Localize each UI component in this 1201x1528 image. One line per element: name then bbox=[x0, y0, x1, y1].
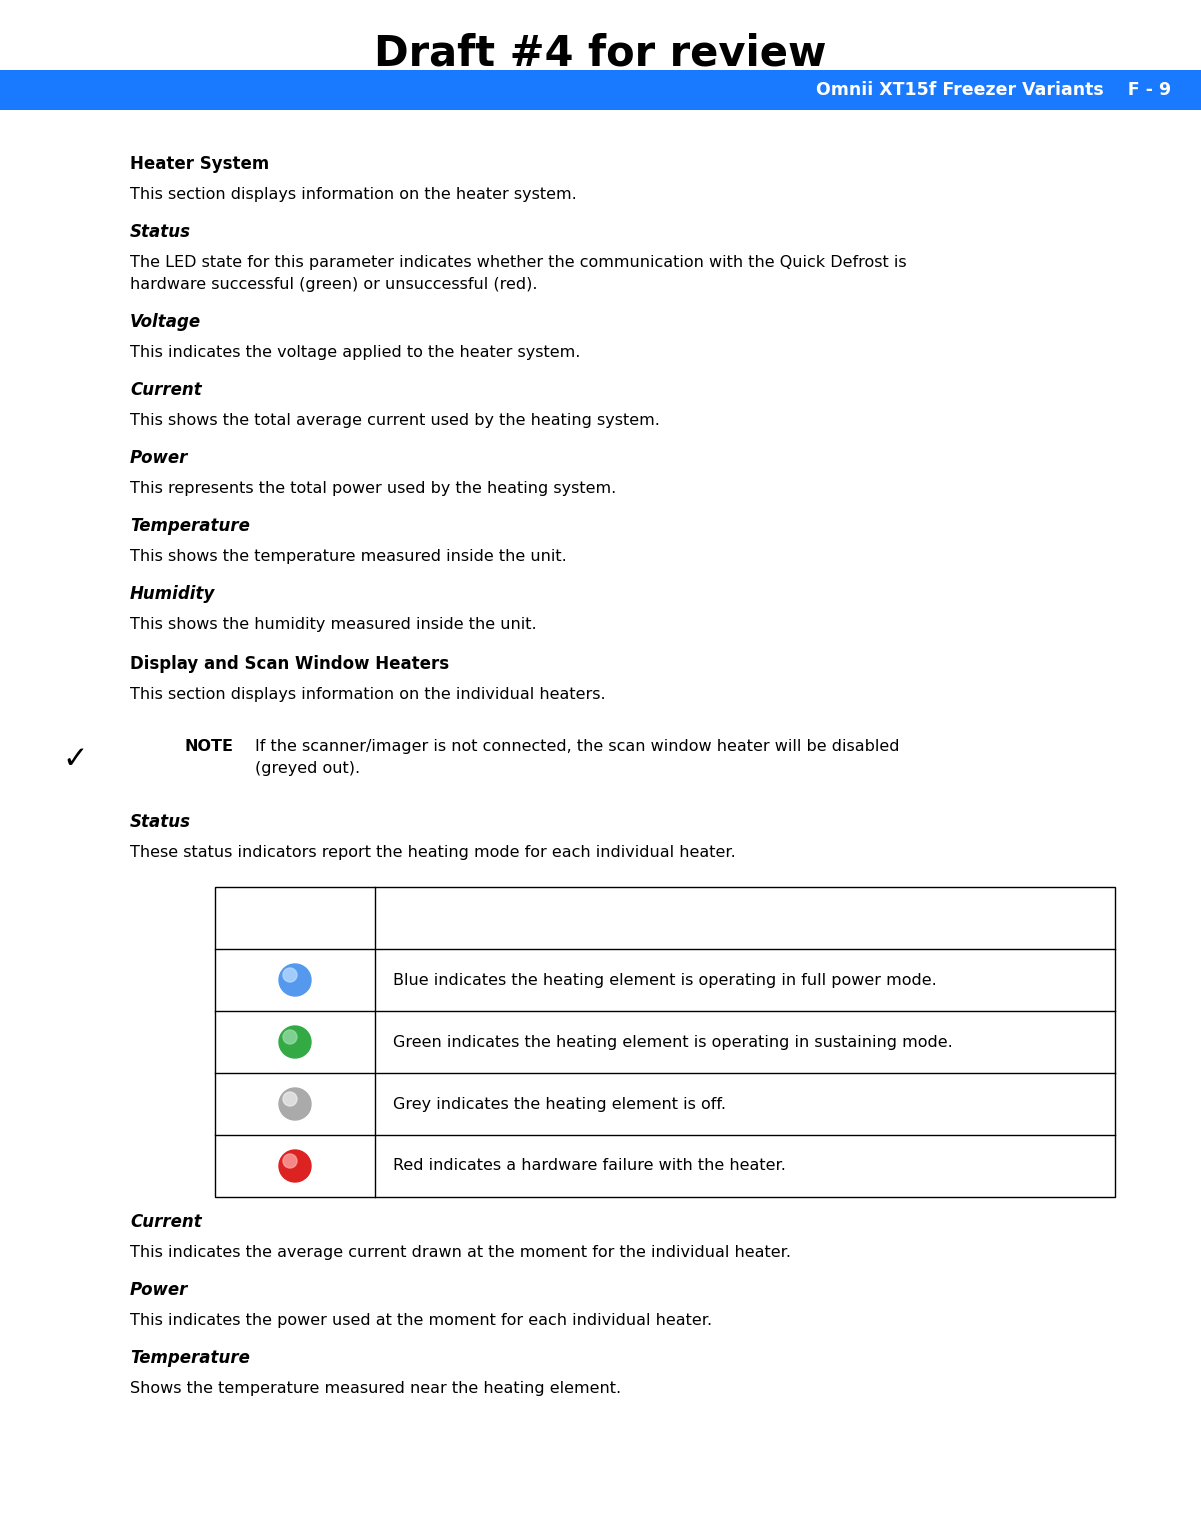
Text: This section displays information on the individual heaters.: This section displays information on the… bbox=[130, 688, 605, 701]
Text: This represents the total power used by the heating system.: This represents the total power used by … bbox=[130, 481, 616, 497]
Text: If the scanner/imager is not connected, the scan window heater will be disabled: If the scanner/imager is not connected, … bbox=[255, 740, 900, 753]
Text: Status: Status bbox=[130, 813, 191, 831]
Text: This indicates the voltage applied to the heater system.: This indicates the voltage applied to th… bbox=[130, 345, 580, 361]
Text: Power: Power bbox=[130, 449, 189, 468]
Circle shape bbox=[279, 964, 311, 996]
Bar bbox=[215, 886, 1115, 1196]
Text: The LED state for this parameter indicates whether the communication with the Qu: The LED state for this parameter indicat… bbox=[130, 255, 907, 270]
Text: This indicates the power used at the moment for each individual heater.: This indicates the power used at the mom… bbox=[130, 1313, 712, 1328]
Text: Grey indicates the heating element is off.: Grey indicates the heating element is of… bbox=[393, 1097, 725, 1111]
Text: Display and Scan Window Heaters: Display and Scan Window Heaters bbox=[130, 656, 449, 672]
Text: This shows the humidity measured inside the unit.: This shows the humidity measured inside … bbox=[130, 617, 537, 633]
Text: Shows the temperature measured near the heating element.: Shows the temperature measured near the … bbox=[130, 1381, 621, 1397]
Ellipse shape bbox=[283, 1036, 310, 1056]
Circle shape bbox=[279, 1151, 311, 1183]
Ellipse shape bbox=[283, 973, 310, 995]
Text: Draft #4 for review: Draft #4 for review bbox=[375, 32, 826, 73]
Text: Power: Power bbox=[130, 1280, 189, 1299]
Text: Heater System: Heater System bbox=[130, 154, 269, 173]
Text: These status indicators report the heating mode for each individual heater.: These status indicators report the heati… bbox=[130, 845, 736, 860]
Text: (greyed out).: (greyed out). bbox=[255, 761, 360, 776]
Circle shape bbox=[279, 1088, 311, 1120]
Circle shape bbox=[279, 1025, 311, 1057]
Text: Temperature: Temperature bbox=[130, 1349, 250, 1368]
Bar bbox=[0, 70, 1201, 110]
Text: Current: Current bbox=[130, 1213, 202, 1232]
Text: NOTE: NOTE bbox=[185, 740, 234, 753]
Text: Green indicates the heating element is operating in sustaining mode.: Green indicates the heating element is o… bbox=[393, 1034, 952, 1050]
Text: This shows the total average current used by the heating system.: This shows the total average current use… bbox=[130, 413, 659, 428]
Circle shape bbox=[283, 1093, 297, 1106]
Text: Red indicates a hardware failure with the heater.: Red indicates a hardware failure with th… bbox=[393, 1158, 785, 1174]
Circle shape bbox=[283, 1030, 297, 1044]
Text: Current: Current bbox=[130, 380, 202, 399]
Text: Blue indicates the heating element is operating in full power mode.: Blue indicates the heating element is op… bbox=[393, 972, 937, 987]
Text: hardware successful (green) or unsuccessful (red).: hardware successful (green) or unsuccess… bbox=[130, 277, 538, 292]
Text: This indicates the average current drawn at the moment for the individual heater: This indicates the average current drawn… bbox=[130, 1245, 791, 1261]
Text: This shows the temperature measured inside the unit.: This shows the temperature measured insi… bbox=[130, 549, 567, 564]
Ellipse shape bbox=[283, 1099, 310, 1118]
Circle shape bbox=[283, 1154, 297, 1167]
Text: Voltage: Voltage bbox=[130, 313, 201, 332]
Ellipse shape bbox=[283, 1160, 310, 1180]
Text: ✓: ✓ bbox=[62, 746, 88, 775]
Text: Humidity: Humidity bbox=[130, 585, 215, 604]
Text: Status: Status bbox=[130, 223, 191, 241]
Text: This section displays information on the heater system.: This section displays information on the… bbox=[130, 186, 576, 202]
Text: Omnii XT15f Freezer Variants    F - 9: Omnii XT15f Freezer Variants F - 9 bbox=[815, 81, 1171, 99]
Circle shape bbox=[283, 969, 297, 983]
Text: Temperature: Temperature bbox=[130, 516, 250, 535]
